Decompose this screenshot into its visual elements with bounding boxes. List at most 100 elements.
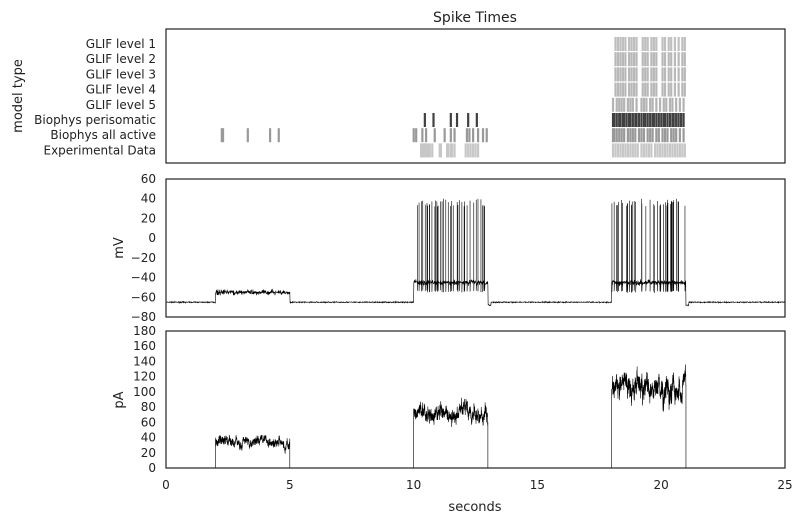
spike-mark xyxy=(422,143,425,158)
current-y-tick: 140 xyxy=(133,354,156,368)
spike-mark xyxy=(658,97,662,112)
spike-mark xyxy=(616,143,620,158)
spike-mark xyxy=(668,143,672,158)
raster-row-label: GLIF level 4 xyxy=(86,83,156,97)
spike-mark xyxy=(620,128,623,143)
spike-mark xyxy=(681,67,684,82)
spike-mark xyxy=(629,143,632,158)
spike-mark xyxy=(621,143,625,158)
current-x-tick: 15 xyxy=(530,478,545,492)
spike-mark xyxy=(449,143,452,158)
spike-mark xyxy=(661,67,664,82)
spike-mark xyxy=(671,113,674,127)
current-xlabel: seconds xyxy=(448,500,501,515)
spike-mark xyxy=(611,113,615,127)
spike-mark xyxy=(658,143,662,158)
spike-mark xyxy=(657,113,660,127)
spike-mark xyxy=(485,128,488,143)
spike-mark xyxy=(646,37,649,51)
spike-mark xyxy=(666,113,669,127)
spike-mark xyxy=(670,37,673,51)
spike-mark xyxy=(421,128,424,143)
spike-mark xyxy=(673,37,677,51)
spike-mark xyxy=(619,52,622,67)
spike-mark xyxy=(682,97,685,112)
spike-mark xyxy=(628,67,631,82)
voltage-y-tick: 20 xyxy=(141,211,156,225)
spike-mark xyxy=(611,97,615,112)
current-x-ticks: 0 5 10 15 20 25 xyxy=(162,478,792,492)
current-y-tick: 60 xyxy=(141,415,156,429)
voltage-y-tick: 60 xyxy=(141,172,156,186)
current-y-tick: 120 xyxy=(133,370,156,384)
spike-mark xyxy=(682,113,685,127)
spike-mark xyxy=(629,97,632,112)
spike-mark xyxy=(476,128,480,143)
spike-mark xyxy=(636,143,639,158)
raster-spikes xyxy=(220,37,686,158)
voltage-y-tick: −20 xyxy=(131,251,156,265)
spike-mark xyxy=(644,52,647,67)
spike-mark xyxy=(635,37,638,51)
raster-row-label: GLIF level 2 xyxy=(86,52,156,66)
spike-mark xyxy=(670,52,673,67)
spike-mark xyxy=(683,82,686,97)
spike-mark xyxy=(671,97,674,112)
spike-mark xyxy=(652,37,655,51)
spike-mark xyxy=(220,128,223,143)
spike-mark xyxy=(616,82,620,97)
spike-mark xyxy=(650,67,653,82)
spike-mark xyxy=(277,128,280,143)
spike-mark xyxy=(438,143,441,158)
spike-mark xyxy=(650,143,653,158)
spike-mark xyxy=(661,128,664,143)
current-y-tick: 40 xyxy=(141,431,156,445)
spike-mark xyxy=(611,128,615,143)
spike-mark xyxy=(676,143,679,158)
current-trace xyxy=(166,364,785,469)
spike-mark xyxy=(624,67,627,82)
spike-mark xyxy=(652,67,655,82)
spike-mark xyxy=(646,113,649,127)
spike-mark xyxy=(632,67,636,82)
spike-mark xyxy=(423,143,426,158)
spike-mark xyxy=(619,82,622,97)
spike-mark xyxy=(631,128,634,143)
current-y-tick: 0 xyxy=(148,461,156,475)
spike-mark xyxy=(675,128,678,143)
spike-mark xyxy=(632,52,636,67)
spike-mark xyxy=(447,143,450,158)
voltage-trace xyxy=(165,198,786,307)
raster-row-label: GLIF level 3 xyxy=(86,67,156,81)
spike-mark xyxy=(640,97,643,112)
spike-mark xyxy=(613,113,616,127)
spike-mark xyxy=(415,128,418,143)
current-y-tick: 80 xyxy=(141,400,156,414)
spike-mark xyxy=(645,97,648,112)
spike-mark xyxy=(616,37,620,51)
spike-mark xyxy=(634,143,637,158)
spike-mark xyxy=(624,37,627,51)
spike-mark xyxy=(644,113,647,127)
spike-mark xyxy=(646,52,649,67)
spike-mark xyxy=(663,82,667,97)
spike-mark xyxy=(481,128,485,143)
spike-mark xyxy=(642,143,646,158)
spike-mark xyxy=(623,97,626,112)
spike-mark xyxy=(626,143,629,158)
voltage-frame xyxy=(165,178,786,318)
spike-mark xyxy=(678,97,681,112)
spike-mark xyxy=(667,52,670,67)
spike-mark xyxy=(625,113,628,127)
spike-mark xyxy=(668,97,672,112)
spike-mark xyxy=(615,97,618,112)
spike-mark xyxy=(666,128,669,143)
spike-mark xyxy=(628,52,631,67)
spike-mark xyxy=(660,113,663,127)
spike-mark xyxy=(655,97,658,112)
spike-mark xyxy=(641,52,644,67)
spike-mark xyxy=(655,67,658,82)
spike-mark xyxy=(663,143,667,158)
voltage-y-tick: −80 xyxy=(131,310,156,324)
